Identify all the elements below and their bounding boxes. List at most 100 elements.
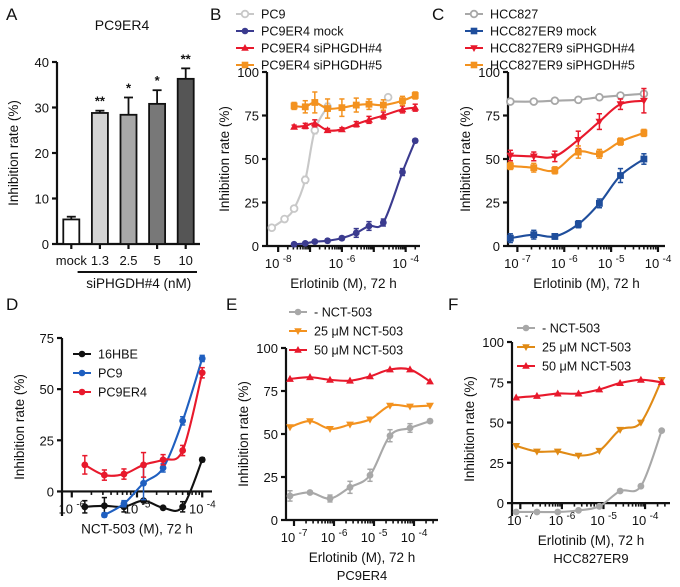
legend-marker-0 (294, 308, 302, 316)
data-marker (301, 239, 309, 247)
panel-caption: PC9ER4 (337, 568, 388, 583)
x-tick-label-5: 5 (153, 253, 160, 268)
x-tick-label: 10 -4 (632, 511, 659, 528)
data-marker (306, 373, 314, 381)
data-marker (326, 425, 334, 433)
legend-marker-2 (241, 44, 249, 51)
data-marker (533, 448, 541, 456)
x-tick-label: 10 -7 (504, 254, 531, 271)
legend-marker-1 (294, 328, 302, 335)
significance-mark: * (155, 73, 161, 88)
panel-c: HCC827 HCC827ER9 mock HCC827ER9 siPHGDH#4 H… (428, 0, 680, 292)
data-marker (640, 129, 648, 137)
svg-text:10: 10 (265, 256, 279, 271)
data-marker (506, 162, 514, 170)
panel-caption: HCC827ER9 (553, 551, 628, 566)
data-marker (310, 125, 320, 135)
legend: PC9 PC9ER4 mock PC9ER4 siPHGDH#4 PC9ER4 siP… (236, 8, 382, 73)
y-tick-label: 50 (40, 382, 54, 397)
bar-10 (176, 77, 195, 245)
y-tick-label: 75 (490, 375, 504, 390)
bar-5 (148, 102, 167, 245)
panel-a-title: PC9ER4 (95, 17, 150, 33)
data-marker (337, 125, 346, 133)
svg-text:-5: -5 (379, 528, 388, 539)
legend-label-2: 50 μM NCT-503 (314, 344, 403, 358)
series-line (293, 139, 417, 246)
data-marker (120, 470, 128, 478)
data-marker (100, 471, 108, 479)
data-marker (595, 150, 603, 158)
data-marker (346, 421, 354, 429)
data-marker (366, 416, 374, 424)
significance-mark: * (126, 80, 132, 95)
data-marker (159, 464, 167, 472)
data-marker (179, 447, 187, 454)
data-marker (159, 504, 167, 512)
legend-label-2: PC9ER4 (98, 386, 147, 400)
svg-text:-6: -6 (346, 254, 355, 265)
data-marker (553, 389, 562, 397)
data-marker (529, 97, 539, 106)
panel-letter-e: E (226, 295, 238, 314)
legend-label-1: PC9 (98, 367, 123, 381)
series-3 (506, 128, 648, 175)
svg-text:10: 10 (321, 530, 335, 545)
data-marker (574, 389, 583, 397)
x-axis-title: Erlotinib (M), 72 h (538, 533, 645, 548)
svg-text:10: 10 (551, 256, 565, 271)
legend: - NCT-503 25 μM NCT-503 50 μM NCT-503 (517, 322, 631, 374)
data-marker (324, 105, 331, 112)
data-marker (346, 376, 354, 384)
y-tick-label: 25 (490, 456, 504, 471)
data-marker (550, 153, 559, 161)
panel-letter-f: F (448, 295, 459, 314)
data-marker (550, 96, 560, 106)
x-tick-label: 10 -8 (265, 254, 292, 271)
series-line (293, 106, 417, 132)
series-0 (512, 427, 666, 516)
legend-marker-2 (470, 45, 478, 52)
y-tick-label: 30 (35, 101, 49, 116)
svg-text:-4: -4 (207, 499, 216, 510)
data-marker (365, 115, 373, 123)
data-marker (411, 137, 419, 145)
x-axis-title: Erlotinib (M), 72 h (290, 276, 397, 291)
x-tick-label-2.5: 2.5 (119, 253, 137, 268)
data-marker (426, 377, 434, 385)
data-marker (311, 238, 319, 246)
y-tick-label: 50 (490, 416, 504, 431)
bar-1.3 (90, 112, 109, 245)
panel-letter-b: B (210, 5, 222, 24)
data-marker (533, 508, 541, 516)
svg-text:-6: -6 (566, 511, 575, 522)
data-marker (617, 172, 624, 179)
data-marker (338, 234, 346, 242)
y-tick-label: 0 (497, 496, 504, 511)
data-marker (383, 92, 393, 102)
legend-label-0: PC9 (261, 8, 286, 22)
svg-text:-7: -7 (299, 528, 308, 539)
data-marker (553, 448, 562, 456)
data-marker (310, 119, 319, 127)
data-marker (406, 365, 414, 373)
svg-text:-7: -7 (525, 511, 534, 522)
data-marker (365, 222, 373, 230)
data-marker (595, 447, 604, 455)
series-0 (81, 456, 206, 515)
data-marker (506, 234, 514, 242)
legend-marker-2 (78, 388, 86, 396)
x-tick-label: 10 -6 (321, 528, 348, 545)
x-tick-label: 10 -5 (598, 254, 625, 271)
data-marker (616, 379, 625, 386)
x-tick-label: 10 -7 (507, 511, 534, 528)
data-marker (530, 164, 538, 172)
data-marker (323, 126, 332, 134)
panel-letter-a: A (6, 5, 18, 24)
y-tick-label: 25 (245, 196, 259, 211)
svg-text:-6: -6 (339, 528, 348, 539)
data-marker (551, 233, 559, 240)
series-1 (506, 153, 648, 244)
data-marker (365, 100, 373, 108)
x-axis-title: Erlotinib (M), 72 h (309, 550, 416, 565)
